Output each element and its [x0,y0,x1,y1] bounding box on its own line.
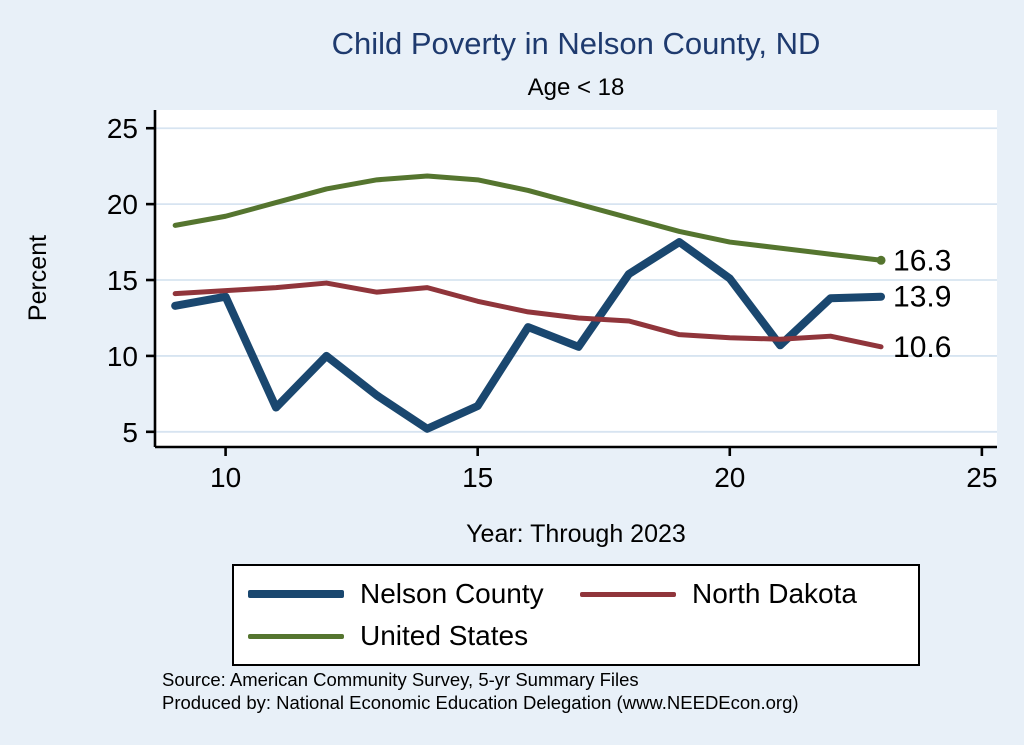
source-note: Source: American Community Survey, 5-yr … [162,669,639,690]
series-line-north-dakota [172,280,884,350]
x-tick-label: 20 [714,462,745,493]
legend-entry-north-dakota: North Dakota [580,578,904,610]
x-tick-label: 15 [462,462,493,493]
y-tick-label: 5 [122,417,138,448]
series-line-united-states [172,173,884,263]
x-tick-label: 10 [210,462,241,493]
series-line-nelson-county [171,238,886,433]
producer-note: Produced by: National Economic Education… [162,692,799,713]
y-tick-label: 20 [107,189,138,220]
y-tick-label: 10 [107,341,138,372]
chart-subtitle: Age < 18 [527,74,625,101]
source-notes: Source: American Community Survey, 5-yr … [162,668,799,714]
x-axis-label: Year: Through 2023 [466,520,686,548]
x-tick-label: 25 [966,462,997,493]
legend-line-sample-united-states [248,633,344,639]
legend: Nelson County North Dakota United States [232,564,920,666]
end-value-label: 16.3 [893,244,951,277]
legend-label-north-dakota: North Dakota [692,578,857,609]
chart-title: Child Poverty in Nelson County, ND [331,26,821,61]
end-value-label: 10.6 [893,331,951,364]
y-tick-label: 15 [107,265,138,296]
y-tick-label: 25 [107,113,138,144]
legend-line-sample-north-dakota [580,591,676,597]
end-marker [876,255,886,265]
legend-label-united-states: United States [360,620,529,651]
end-value-label: 13.9 [893,281,951,314]
legend-line-sample-nelson-county [248,590,344,598]
plot: 5 10 15 20 25 10 15 20 25 13.9 10.6 16.3 [107,110,997,493]
legend-entry-united-states: United States [248,620,572,652]
legend-label-nelson-county: Nelson County [360,578,544,609]
legend-entry-nelson-county: Nelson County [248,578,572,610]
